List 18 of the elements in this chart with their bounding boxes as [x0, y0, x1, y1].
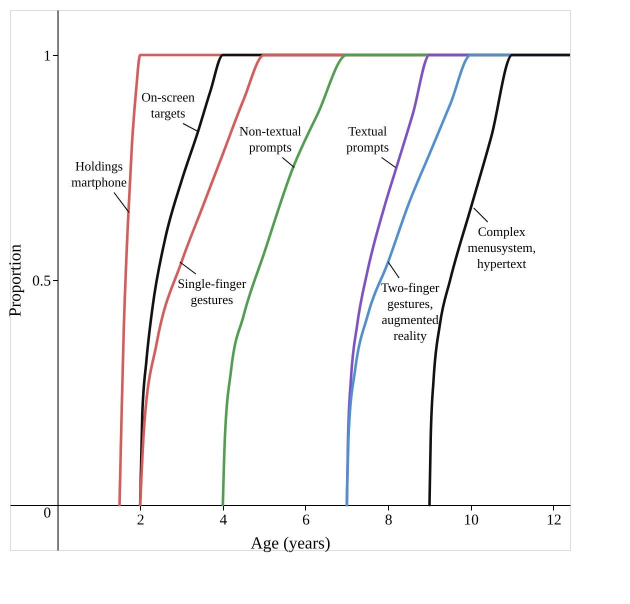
annotation: Two-finger gestures, augmented reality [381, 280, 440, 343]
annotation: On-screen targets [141, 90, 196, 120]
annotation: Single-finger gestures [178, 276, 247, 307]
x-axis-title: Age (years) [250, 534, 330, 552]
x-tick-label: 6 [302, 512, 310, 528]
x-tick-label: 10 [464, 512, 479, 528]
annotation: Non-textual prompts [239, 124, 302, 154]
x-tick-label: 8 [384, 512, 392, 528]
annotation: Complex menusystem, hypertext [468, 224, 536, 271]
x-tick-label: 12 [546, 512, 562, 528]
y-axis-title: Proportion [5, 244, 24, 317]
annotation: Holdings martphone [71, 158, 128, 190]
x-tick-label: 2 [136, 512, 144, 528]
y-tick-label: 0 [44, 506, 52, 522]
y-tick-label: 1 [44, 48, 52, 64]
annotation: Textual prompts [346, 124, 389, 154]
x-tick-label: 4 [220, 512, 228, 528]
y-tick-label: 0.5 [32, 274, 52, 290]
